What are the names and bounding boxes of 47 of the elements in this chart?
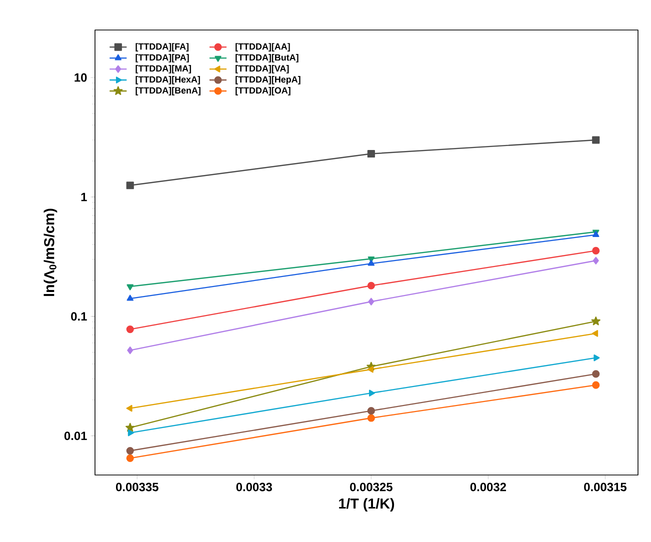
point [126,404,132,412]
point [367,414,375,422]
point [592,246,600,254]
point [367,282,375,290]
legend-label: [TTDDA][OA] [236,87,290,96]
point [591,316,600,326]
point [594,354,600,362]
x-tick-label: 0.0033 [236,482,272,492]
y-tick-label: 10 [74,73,87,82]
legend-label: [TTDDA][HepA] [236,76,300,84]
legend-label: [TTDDA][MA] [136,65,191,74]
x-tick-label: 0.0032 [470,482,506,492]
x-tick-label: 0.00315 [584,482,626,492]
y-axis-title: ln(Λ$_{0}$/mS/cm) [44,208,58,296]
point [592,370,600,378]
x-tick-label: 0.00335 [116,482,158,492]
point [126,422,135,432]
point [592,381,600,389]
point [126,294,134,301]
point [126,454,134,462]
point [592,136,600,144]
legend-label: [TTDDA][HexA] [136,76,200,84]
point [126,182,134,190]
point [367,150,375,158]
legend-label: [TTDDA][ButA] [236,54,298,62]
point [127,346,134,354]
legend-label: [TTDDA][BenA] [136,87,200,96]
point [368,390,375,396]
point [592,330,598,337]
y-tick-label: 0.01 [64,432,87,440]
point [592,256,599,264]
y-tick-label: 0.1 [71,312,87,321]
point [126,446,134,455]
point [126,326,134,334]
x-axis-title: 1/T (1/K) [339,498,394,512]
legend-label: [TTDDA][FA] [136,43,188,52]
point [367,366,374,373]
point [368,298,374,306]
y-tick-label: 1 [81,192,87,202]
legend-label: [TTDDA][PA] [136,54,189,62]
x-tick-label: 0.00325 [350,482,392,492]
legend-label: [TTDDA][AA] [236,43,290,52]
point [367,407,375,415]
point [126,284,134,290]
legend-label: [TTDDA][VA] [236,65,289,74]
point [128,429,134,436]
point [368,260,375,266]
